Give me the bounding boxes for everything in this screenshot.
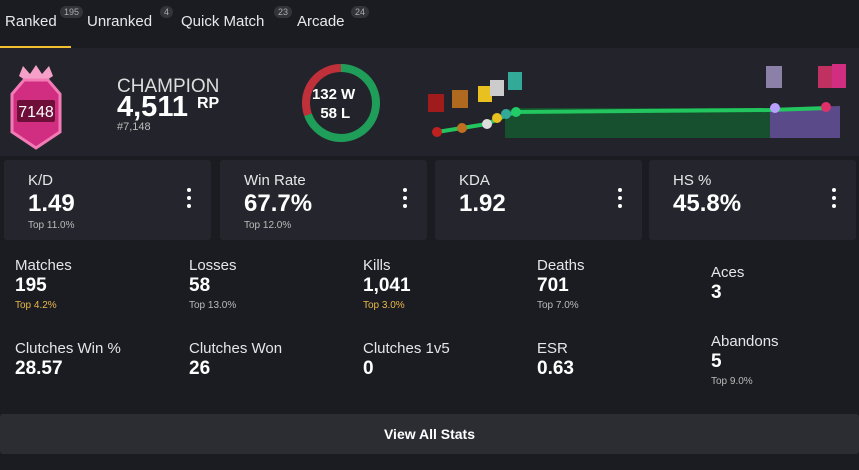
menu-button[interactable] — [187, 188, 191, 212]
tab-label[interactable]: Unranked — [87, 13, 153, 30]
rank-position: #7,148 — [117, 121, 151, 133]
stat-label: Abandons — [711, 333, 779, 350]
stat-card: KDA 1.92 — [435, 160, 642, 240]
card-label: K/D — [28, 172, 54, 189]
ring-losses — [302, 64, 380, 142]
card-value: 1.92 — [459, 190, 506, 217]
stat-label: Losses — [189, 257, 237, 274]
badge-number: 7148 — [18, 104, 54, 121]
stat-value: 0.63 — [537, 358, 574, 379]
tab-count: 4 — [160, 6, 174, 18]
stat-value: 0 — [363, 358, 374, 379]
losses: 58 — [320, 105, 337, 122]
stat-item: Abandons 5 Top 9.0% — [711, 333, 859, 387]
tab-count: 195 — [60, 6, 84, 18]
stat-value: 1,041 — [363, 275, 411, 296]
stat-card: HS % 45.8% — [649, 160, 856, 240]
card-value: 67.7% — [244, 190, 313, 217]
rp-unit: RP — [197, 95, 220, 112]
card-rank: Top 11.0% — [28, 220, 75, 231]
stat-value: 28.57 — [15, 358, 63, 379]
stat-value: 5 — [711, 351, 722, 372]
card-label: Win Rate — [244, 172, 306, 189]
tab-label[interactable]: Arcade — [297, 13, 345, 30]
stat-card: K/D 1.49 Top 11.0% — [4, 160, 211, 240]
stat-value: 26 — [189, 358, 211, 379]
stat-value: 3 — [711, 282, 722, 303]
wins-label: W — [341, 86, 356, 103]
card-value: 1.49 — [28, 190, 75, 217]
card-rank: Top 12.0% — [244, 220, 292, 231]
stat-value: 195 — [15, 275, 47, 296]
wins: 132 — [312, 86, 337, 103]
stat-label: Aces — [711, 264, 745, 281]
menu-button[interactable] — [618, 188, 622, 212]
tab-underline — [0, 46, 71, 48]
tab-label[interactable]: Ranked — [5, 13, 57, 30]
stat-item: Clutches Won 26 — [189, 340, 359, 380]
card-value: 45.8% — [673, 190, 742, 217]
rank-graphics: 7148 132 W 58 L — [10, 64, 846, 150]
rank-name: CHAMPION — [117, 76, 220, 97]
menu-button[interactable] — [403, 188, 407, 212]
stat-item: Kills 1,041 Top 3.0% — [363, 257, 533, 311]
stat-label: Deaths — [537, 257, 585, 274]
losses-label: L — [341, 105, 350, 122]
menu-button[interactable] — [832, 188, 836, 212]
stat-item: Aces 3 — [711, 264, 859, 304]
stat-label: Clutches Win % — [15, 340, 121, 357]
stat-value: 58 — [189, 275, 211, 296]
tab-bar: Ranked 195 Unranked 4 Quick Match 23 Arcade 24 — [0, 0, 859, 48]
stat-item: Clutches 1v5 0 — [363, 340, 533, 380]
stat-label: Clutches 1v5 — [363, 340, 450, 357]
tab-count: 24 — [351, 6, 370, 18]
stat-item: Matches 195 Top 4.2% — [15, 257, 185, 311]
rank-badge: 7148 — [10, 65, 62, 150]
stat-value: 701 — [537, 275, 569, 296]
stat-item: ESR 0.63 — [537, 340, 707, 380]
rank-rp: 4,511 — [117, 91, 188, 123]
stat-rank: Top 9.0% — [711, 376, 753, 387]
stat-item: Losses 58 Top 13.0% — [189, 257, 359, 311]
stat-item: Clutches Win % 28.57 — [15, 340, 185, 380]
view-all-button[interactable]: View All Stats — [0, 414, 859, 454]
stat-rank: Top 3.0% — [363, 300, 405, 311]
stat-rank: Top 7.0% — [537, 300, 579, 311]
stat-label: Clutches Won — [189, 340, 283, 357]
tab-label[interactable]: Quick Match — [181, 13, 265, 30]
rank-progress — [428, 64, 846, 138]
tab-count: 23 — [274, 6, 293, 18]
card-label: HS % — [673, 172, 712, 189]
stat-label: ESR — [537, 340, 568, 357]
stat-label: Kills — [363, 257, 391, 274]
stat-item: Deaths 701 Top 7.0% — [537, 257, 707, 311]
stat-card: Win Rate 67.7% Top 12.0% — [220, 160, 427, 240]
stat-label: Matches — [15, 257, 72, 274]
card-label: KDA — [459, 172, 490, 189]
stat-rank: Top 13.0% — [189, 300, 237, 311]
stat-rank: Top 4.2% — [15, 300, 57, 311]
